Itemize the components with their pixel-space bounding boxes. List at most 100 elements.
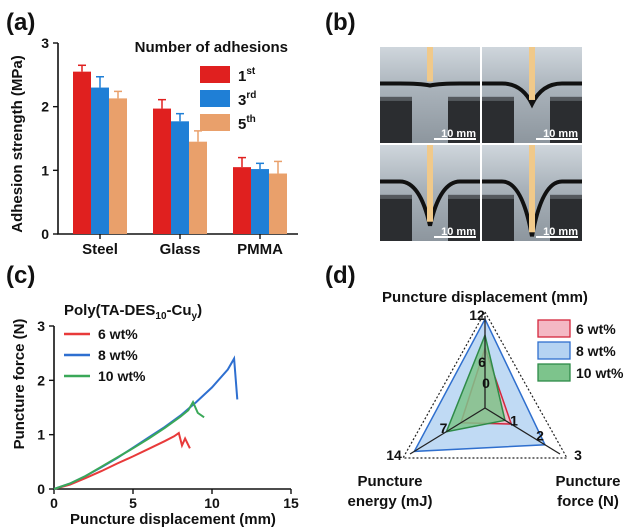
photo-tile-b4: 10 mm (482, 145, 582, 241)
y-tick-label-a: 3 (41, 35, 49, 51)
radar-axis-label-top: Puncture displacement (mm) (382, 289, 588, 306)
radar-tick-label: 12 (469, 307, 485, 323)
radar-chart-d: Puncture displacement (mm) 1260123714Pun… (347, 289, 624, 510)
adhesive-film (380, 81, 480, 88)
fixture-left-edge (482, 96, 514, 101)
y-tick-label-a: 0 (41, 226, 49, 242)
puncture-needle (427, 47, 433, 82)
bar-pmma (233, 167, 251, 234)
bar-glass (171, 121, 189, 234)
photo-grid-b: 10 mm 10 mm 10 mm 10 mm (380, 47, 582, 241)
legend-title-c: Poly(TA-DES10-Cuy) (64, 302, 202, 322)
fixture-right-edge (550, 194, 582, 199)
legend-label-d: 10 wt% (576, 365, 624, 381)
legend-label-d: 6 wt% (576, 321, 616, 337)
y-tick-label-c: 2 (37, 372, 45, 388)
x-tick-label-a: Steel (82, 241, 118, 258)
radar-axis-2 (409, 407, 486, 455)
photo-tile-b1: 10 mm (380, 47, 480, 143)
axes-c (53, 326, 291, 490)
legend-title-part: Poly(TA-DES (64, 302, 155, 319)
y-tick-label-c: 0 (37, 481, 45, 497)
y-tick-label-c: 1 (37, 427, 45, 443)
bar-steel (73, 71, 91, 235)
fixture-left-edge (380, 194, 412, 199)
radar-tick-label: 1 (510, 412, 518, 428)
radar-axis-label-left: energy (mJ) (347, 493, 432, 510)
bar-pmma (251, 169, 269, 234)
legend-swatch-a (200, 66, 230, 83)
fixture-right-edge (448, 96, 480, 101)
panel-label-d: (d) (325, 262, 356, 289)
x-tick-label-c: 5 (129, 495, 137, 511)
legend-swatch-d (537, 341, 571, 360)
adhesive-film (482, 179, 582, 237)
radar-outer-frame (401, 310, 569, 459)
radar-tick-label: 2 (536, 428, 544, 444)
x-tick-label-a: Glass (160, 241, 201, 258)
scale-label: 10 mm (543, 128, 578, 140)
fixture-left-edge (380, 96, 412, 101)
fixture-right-edge (448, 194, 480, 199)
line-chart-c: Puncture force (N) Puncture displacement… (11, 302, 299, 528)
legend-label-c: 10 wt% (98, 368, 146, 384)
fixture-left-edge (482, 194, 514, 199)
bar-glass (189, 141, 207, 234)
y-tick-label-c: 3 (37, 318, 45, 334)
fixture-right (550, 194, 582, 241)
fixture-left (380, 194, 412, 241)
panel-label-c: (c) (6, 262, 35, 289)
y-tick-label-a: 2 (41, 99, 49, 115)
legend-swatch-d (537, 363, 571, 382)
fixture-left (380, 96, 412, 143)
radar-area-10wt (445, 332, 506, 433)
legend-label-a: 5th (238, 114, 256, 133)
legend-swatch-a (200, 90, 230, 107)
fixture-right (448, 96, 480, 143)
x-tick-label-c: 10 (204, 495, 220, 511)
y-axis-label-a: Adhesion strength (MPa) (9, 55, 26, 233)
series-line-6wt (53, 431, 191, 490)
adhesive-film (482, 81, 582, 109)
radar-tick-label: 14 (386, 447, 402, 463)
bar-steel (91, 87, 109, 234)
legend-title-part: ) (197, 302, 202, 319)
y-axis-label-c: Puncture force (N) (11, 319, 28, 450)
puncture-needle (529, 47, 535, 100)
legend-swatch-d (537, 319, 571, 338)
legend-label-a: 1st (238, 66, 256, 85)
fixture-right-edge (550, 96, 582, 101)
radar-tick-label: 6 (478, 354, 486, 370)
x-tick-label-a: PMMA (237, 241, 283, 258)
radar-tick-label: 3 (574, 447, 582, 463)
fixture-right (550, 96, 582, 143)
series-line-8wt (53, 355, 239, 490)
panel-label-a: (a) (6, 9, 35, 36)
x-tick-label-c: 15 (283, 495, 299, 511)
x-tick-label-c: 0 (50, 495, 58, 511)
photo-tile-b3: 10 mm (380, 145, 480, 241)
fixture-left (482, 96, 514, 143)
legend-title-a: Number of adhesions (135, 39, 288, 56)
adhesive-film (380, 179, 480, 227)
fixture-left (482, 194, 514, 241)
bar-steel (109, 98, 127, 234)
puncture-needle (427, 145, 433, 222)
legend-swatch-a (200, 114, 230, 131)
radar-tick-label: 0 (482, 375, 490, 391)
legend-title-sub: y (192, 311, 198, 322)
bar-glass (153, 108, 171, 234)
radar-tick-label: 7 (440, 420, 448, 436)
bar-pmma (269, 173, 287, 234)
x-axis-label-c: Puncture displacement (mm) (70, 511, 276, 528)
panel-label-b: (b) (325, 9, 356, 36)
scale-label: 10 mm (543, 226, 578, 238)
radar-axis-label-right: Puncture (555, 473, 620, 490)
photo-tile-b2: 10 mm (482, 47, 582, 143)
legend-label-c: 6 wt% (98, 326, 138, 342)
legend-title-part: -Cu (167, 302, 192, 319)
bar-chart-a: Adhesion strength (MPa) Number of adhesi… (9, 35, 298, 258)
legend-label-d: 8 wt% (576, 343, 616, 359)
scale-label: 10 mm (441, 226, 476, 238)
